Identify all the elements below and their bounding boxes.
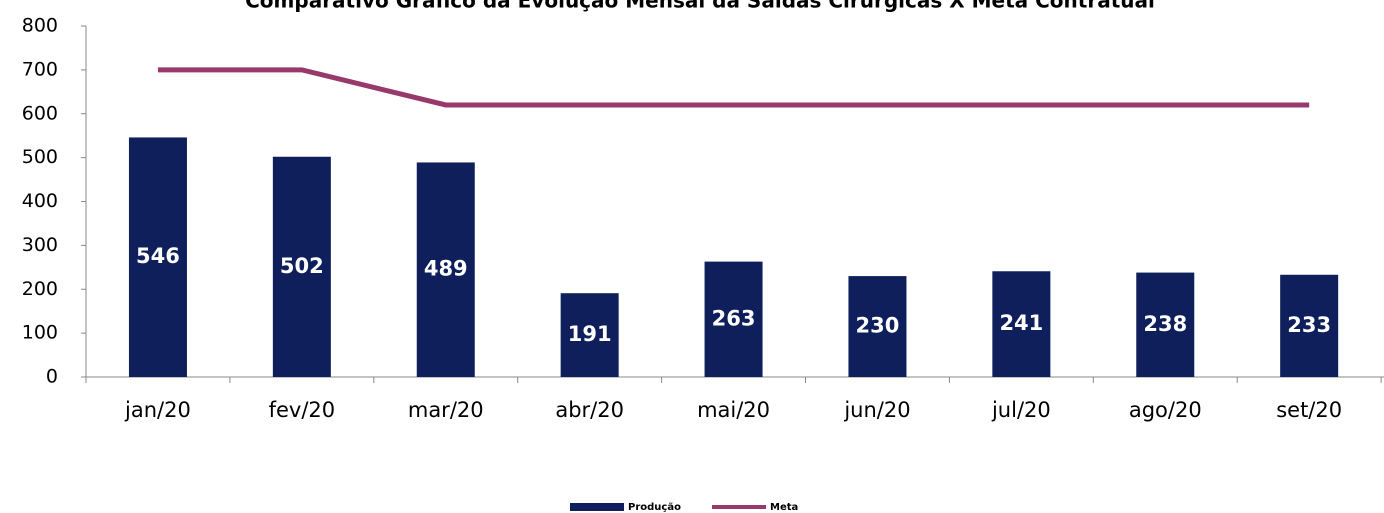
data-label: 241 [999, 311, 1043, 335]
bar [848, 276, 907, 377]
bar [704, 261, 763, 377]
data-label: 233 [1287, 313, 1331, 337]
bar [416, 162, 475, 377]
y-tick-label: 0 [46, 366, 58, 388]
chart-title: Comparativo Gráfico da Evolução Mensal d… [245, 0, 1155, 13]
y-tick-label: 800 [22, 15, 58, 37]
bar [1280, 274, 1339, 377]
x-tick-label: fev/20 [269, 398, 336, 422]
x-tick-label: mai/20 [697, 398, 770, 422]
x-tick-label: jul/20 [991, 398, 1051, 422]
x-tick-label: ago/20 [1129, 398, 1202, 422]
x-tick-label: set/20 [1276, 398, 1342, 422]
legend-swatch [570, 503, 624, 511]
data-label: 502 [280, 254, 324, 278]
y-tick-label: 200 [22, 278, 58, 300]
y-tick-label: 600 [22, 102, 58, 124]
data-label: 230 [856, 314, 900, 338]
data-label: 191 [568, 322, 612, 346]
legend-label: Meta [770, 502, 798, 513]
data-label: 546 [136, 244, 180, 268]
x-tick-label: mar/20 [408, 398, 484, 422]
bar [272, 156, 331, 377]
x-tick-label: jan/20 [124, 398, 191, 422]
data-label: 263 [712, 306, 756, 330]
bar [560, 293, 619, 377]
y-tick-label: 100 [22, 322, 58, 344]
data-label: 238 [1143, 312, 1187, 336]
y-tick-label: 500 [22, 146, 58, 168]
y-tick-label: 300 [22, 234, 58, 256]
data-label: 489 [424, 257, 468, 281]
bar [992, 271, 1051, 377]
x-tick-label: abr/20 [555, 398, 624, 422]
bar [128, 137, 187, 377]
y-tick-label: 400 [22, 190, 58, 212]
x-tick-label: jun/20 [843, 398, 910, 422]
line [157, 67, 1310, 108]
y-tick-label: 700 [22, 58, 58, 80]
legend-label: Produção [628, 502, 681, 513]
bar [1136, 272, 1195, 377]
